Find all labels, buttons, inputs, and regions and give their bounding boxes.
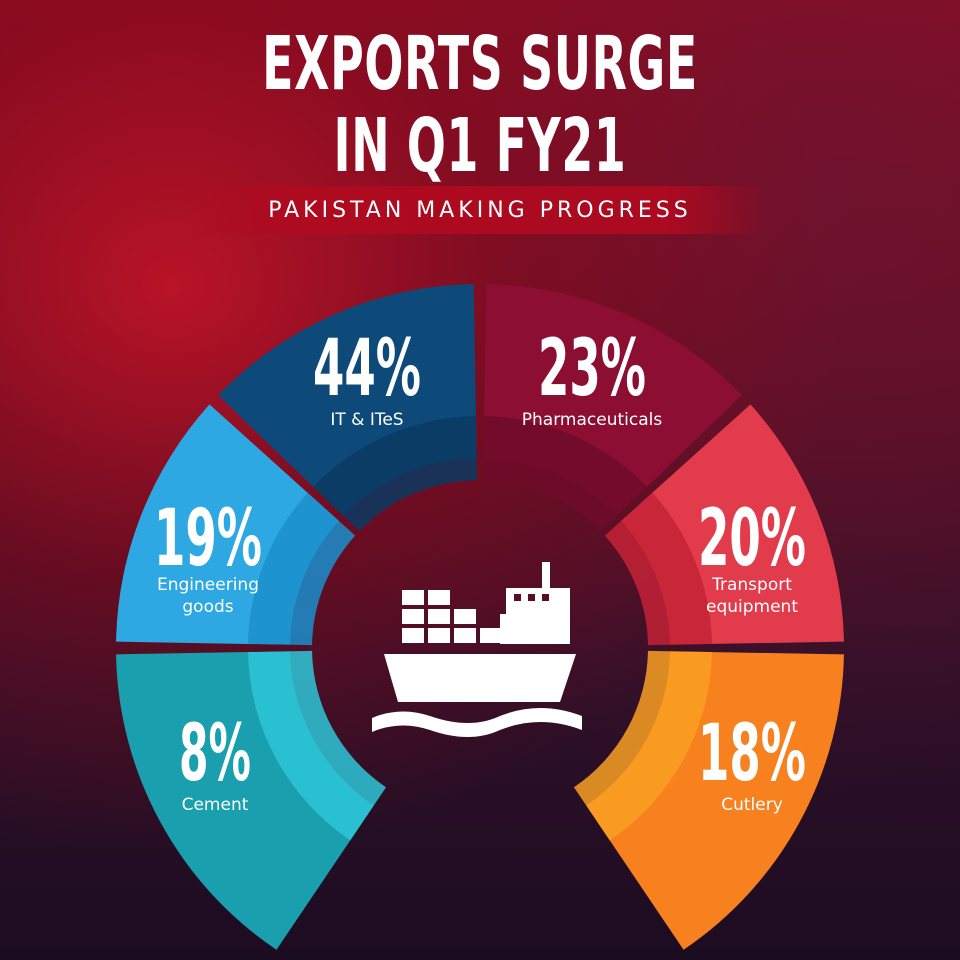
segment-label: Engineering	[157, 575, 259, 595]
segment-2: 23%Pharmaceuticals	[482, 284, 742, 532]
subtitle-banner: PAKISTAN MAKING PROGRESS	[190, 186, 770, 234]
segment-6: 18%Cutlery	[573, 650, 844, 950]
segment-label: IT & ITeS	[330, 410, 403, 430]
segment-value: 8%	[179, 709, 251, 799]
segment-inner-band	[313, 416, 478, 532]
segment-inner-band	[573, 650, 712, 841]
segment-label: Cutlery	[721, 795, 783, 815]
segment-label: equipment	[706, 597, 798, 617]
segment-1: 44%IT & ITeS	[218, 284, 478, 532]
segment-label: Pharmaceuticals	[522, 410, 663, 430]
segment-value: 23%	[538, 324, 646, 414]
headline-line-1: EXPORTS SURGE	[262, 21, 698, 107]
cargo-ship-icon	[372, 562, 582, 737]
subtitle: PAKISTAN MAKING PROGRESS	[268, 197, 692, 223]
headline-line-2: IN Q1 FY21	[333, 103, 627, 189]
segment-inner-band	[604, 492, 712, 646]
segment-value: 20%	[698, 494, 806, 584]
segment-inner-band	[482, 416, 647, 532]
segment-arc	[116, 651, 374, 950]
segment-label: goods	[182, 597, 233, 617]
segment-inner-band	[248, 492, 356, 646]
segment-inner-band	[248, 650, 387, 841]
segment-5: 8%Cement	[116, 650, 387, 950]
segment-arc	[586, 651, 844, 950]
segment-label: Transport	[711, 575, 792, 595]
segment-value: 19%	[154, 494, 262, 584]
segment-value: 18%	[698, 709, 806, 799]
segment-label: Cement	[182, 795, 249, 815]
segment-value: 44%	[313, 324, 421, 414]
